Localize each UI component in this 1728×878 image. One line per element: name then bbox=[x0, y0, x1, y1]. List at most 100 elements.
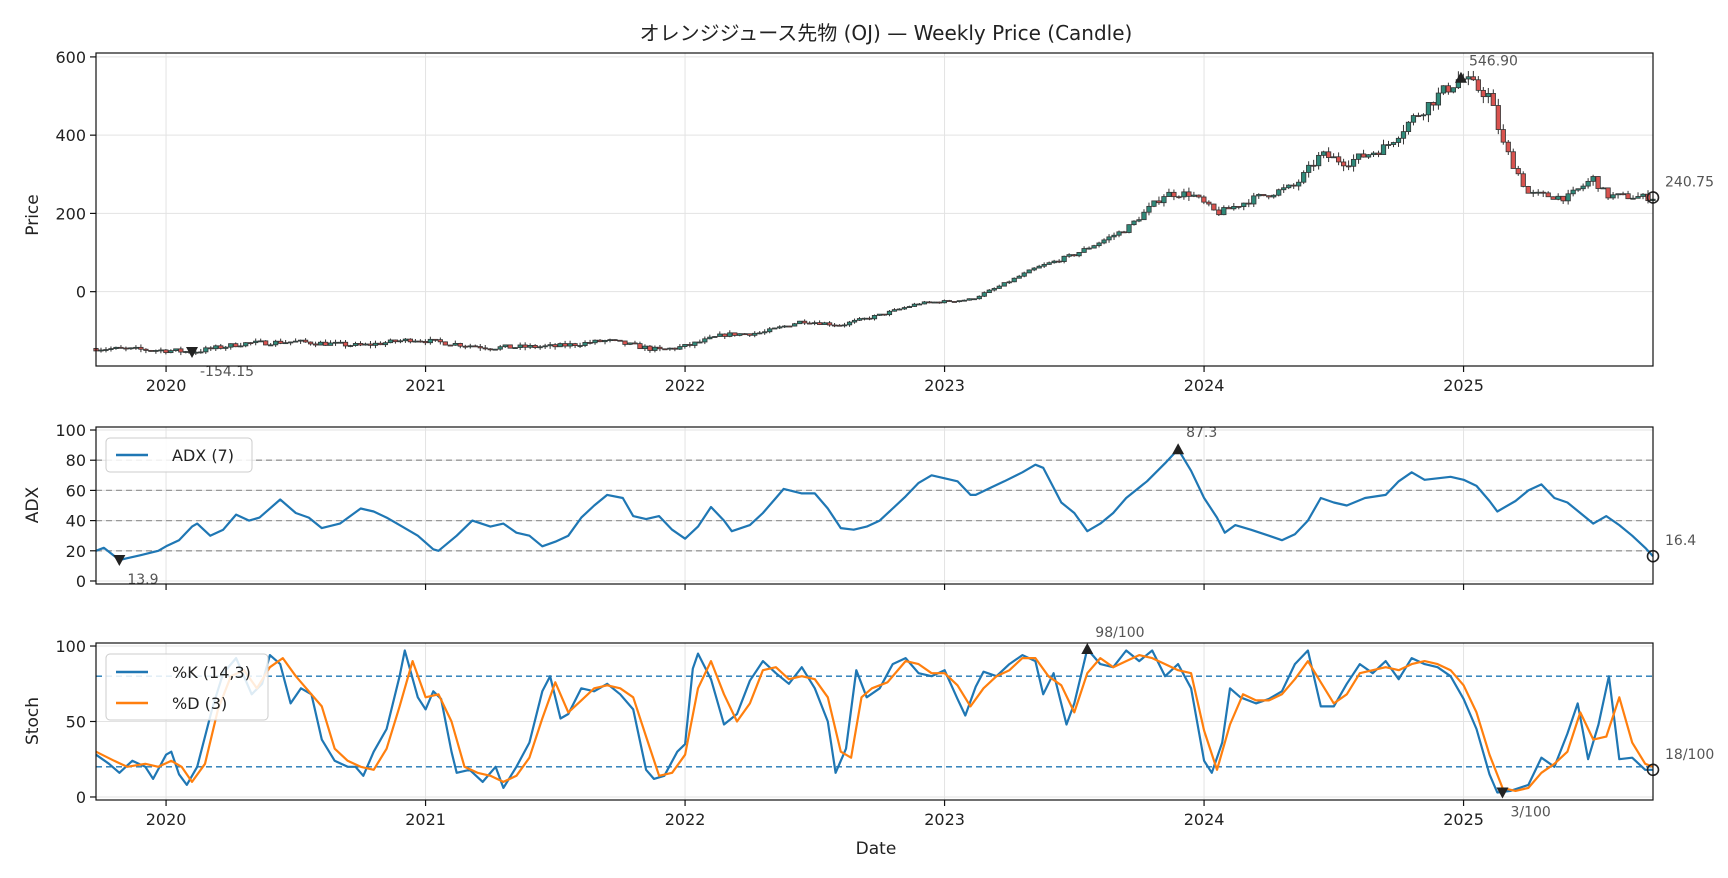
candle-body bbox=[1610, 194, 1616, 199]
candle-body bbox=[392, 339, 399, 343]
candle-body bbox=[836, 324, 843, 327]
candle-body bbox=[1385, 144, 1392, 146]
stoch-y-ticks: 0 50 100 bbox=[55, 637, 96, 807]
candle-body bbox=[876, 313, 883, 316]
candle-body bbox=[457, 342, 463, 347]
candle-body bbox=[1026, 269, 1032, 274]
candle-body bbox=[437, 339, 443, 343]
candle-body bbox=[1340, 161, 1347, 167]
candle-body bbox=[517, 344, 523, 348]
candle-body bbox=[567, 343, 573, 347]
candle-body bbox=[387, 339, 394, 344]
candle-body bbox=[846, 321, 853, 326]
candle-body bbox=[1530, 191, 1536, 194]
candle-body bbox=[1336, 156, 1342, 163]
candle-body bbox=[737, 333, 743, 336]
candle-body bbox=[1510, 151, 1516, 169]
candle-body bbox=[1440, 85, 1447, 94]
candle-body bbox=[1016, 275, 1022, 279]
candle-body bbox=[1350, 158, 1357, 167]
adx-y-tick-label: 60 bbox=[66, 481, 86, 500]
candle-body bbox=[203, 347, 209, 353]
candle-body bbox=[802, 320, 808, 324]
candle-body bbox=[1171, 191, 1177, 198]
candle-body bbox=[128, 347, 134, 350]
candle-body bbox=[228, 343, 234, 348]
candle-body bbox=[792, 323, 798, 327]
candle-body bbox=[288, 341, 294, 344]
candle-body bbox=[1191, 194, 1197, 197]
candle-body bbox=[542, 345, 548, 348]
candle-body bbox=[1515, 168, 1521, 175]
stoch-x-tick-label: 2025 bbox=[1443, 810, 1484, 829]
adx-legend-box bbox=[105, 437, 253, 473]
candle-body bbox=[597, 339, 603, 343]
candle-body bbox=[347, 345, 354, 347]
candle-body bbox=[642, 345, 648, 350]
candle-body bbox=[1001, 282, 1007, 287]
candle-body bbox=[1011, 277, 1017, 283]
stoch-min-label: 3/100 bbox=[1510, 804, 1550, 820]
candle-body bbox=[273, 340, 279, 346]
adx-min-marker bbox=[113, 554, 126, 566]
candle-body bbox=[183, 351, 189, 353]
candle-body bbox=[178, 348, 184, 353]
candle-body bbox=[652, 346, 658, 351]
candle-body bbox=[747, 333, 753, 336]
candle-body bbox=[407, 338, 413, 343]
candle-body bbox=[472, 345, 478, 348]
candle-body bbox=[1465, 76, 1471, 80]
candle-body bbox=[163, 349, 169, 354]
candle-body bbox=[233, 343, 239, 348]
candle-body bbox=[268, 344, 274, 347]
candle-body bbox=[512, 347, 518, 349]
candle-body bbox=[1041, 264, 1047, 267]
stoch-max-marker bbox=[1081, 643, 1094, 655]
candle-body bbox=[1625, 193, 1631, 200]
candle-body bbox=[647, 345, 653, 351]
candle-body bbox=[1081, 248, 1087, 253]
candle-body bbox=[1585, 180, 1591, 187]
price-y-tick-label: 600 bbox=[55, 48, 86, 67]
candle-body bbox=[482, 347, 488, 350]
price-y-tick-label: 0 bbox=[76, 283, 86, 302]
candle-body bbox=[1206, 201, 1212, 205]
price-y-tick-label: 200 bbox=[55, 204, 86, 223]
candle-body bbox=[208, 347, 214, 350]
candle-body bbox=[312, 343, 319, 346]
candle-body bbox=[218, 345, 224, 349]
adx-y-label: ADX bbox=[23, 486, 43, 523]
price-y-label: Price bbox=[23, 194, 43, 235]
stoch-x-tick-label: 2022 bbox=[665, 810, 706, 829]
adx-panel: 87.3 13.9 16.4 0 20 40 60 80 100 ADX ADX (7) bbox=[23, 421, 1696, 591]
candle-body bbox=[1286, 184, 1292, 189]
candle-body bbox=[871, 315, 878, 320]
candle-body bbox=[592, 339, 598, 344]
candle-body bbox=[552, 344, 558, 348]
k-legend-label: %K (14,3) bbox=[172, 663, 251, 682]
candle-body bbox=[752, 332, 758, 336]
stoch-y-tick-label: 0 bbox=[76, 788, 86, 807]
stoch-min-marker bbox=[1496, 787, 1509, 799]
candle-body bbox=[1475, 79, 1481, 91]
adx-y-tick-label: 0 bbox=[76, 572, 86, 591]
candle-body bbox=[253, 340, 259, 344]
candle-body bbox=[817, 322, 823, 325]
candle-body bbox=[946, 300, 952, 302]
candle-body bbox=[113, 346, 119, 349]
candle-body bbox=[372, 342, 379, 346]
candle-body bbox=[367, 343, 374, 346]
candle-body bbox=[991, 288, 997, 291]
candle-body bbox=[1291, 184, 1297, 187]
candle-body bbox=[562, 343, 568, 347]
candle-body bbox=[1640, 193, 1646, 197]
candle-body bbox=[432, 338, 438, 341]
candle-body bbox=[1301, 172, 1307, 183]
adx-lines bbox=[95, 448, 1654, 562]
candle-body bbox=[1306, 164, 1312, 173]
candle-body bbox=[412, 340, 418, 343]
candle-body bbox=[1116, 231, 1122, 236]
stoch-last-label: 18/100 bbox=[1665, 747, 1714, 763]
candle-body bbox=[1580, 185, 1586, 190]
candle-body bbox=[821, 322, 828, 325]
